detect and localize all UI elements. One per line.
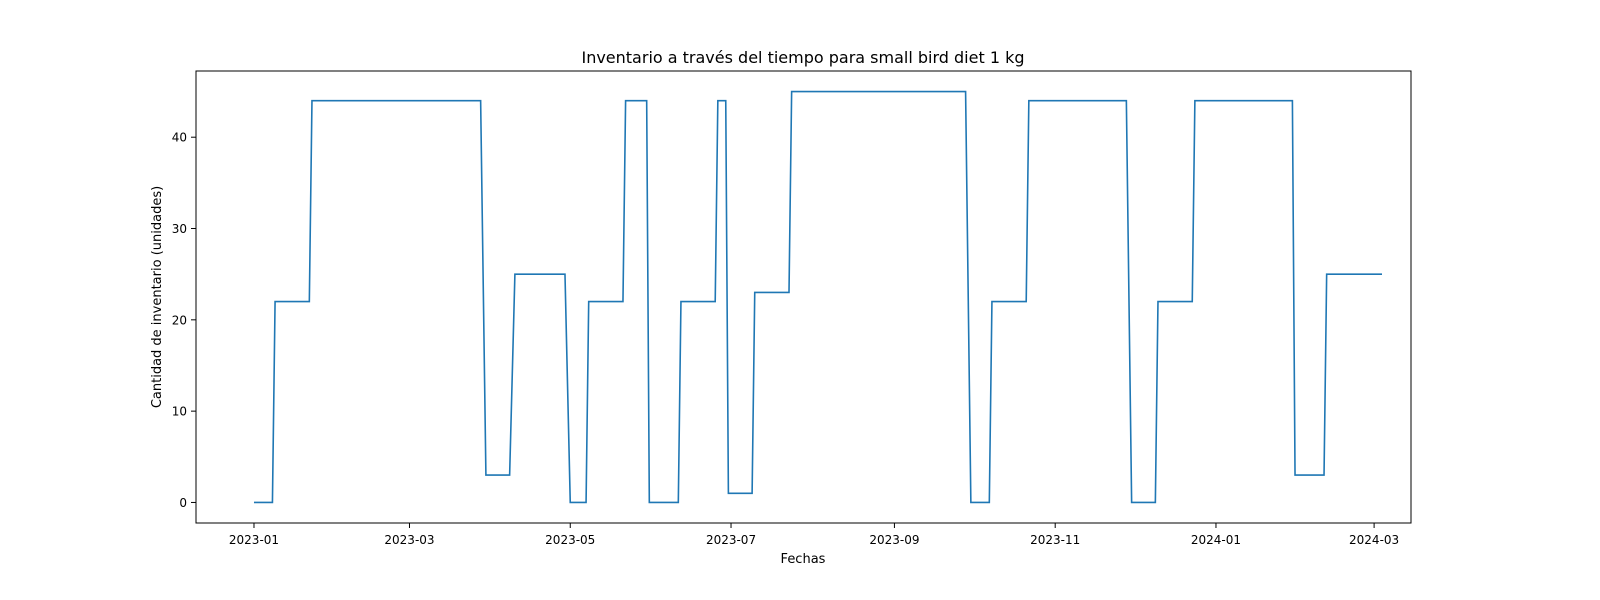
plot-area: [253, 90, 1383, 504]
x-tick-label: 2023-09: [869, 533, 919, 547]
x-tick-label: 2023-11: [1030, 533, 1080, 547]
chart-title: Inventario a través del tiempo para smal…: [581, 48, 1024, 67]
y-axis: 0 10 20 30 40: [172, 131, 196, 510]
x-tick-label: 2023-07: [706, 533, 756, 547]
x-tick-label: 2023-05: [545, 533, 595, 547]
y-tick-label: 30: [172, 222, 187, 236]
x-tick-label: 2024-03: [1349, 533, 1399, 547]
x-tick-label: 2023-01: [229, 533, 279, 547]
x-axis: 2023-01 2023-03 2023-05 2023-07 2023-09 2023-…: [229, 523, 1399, 547]
series-line-0: [253, 90, 1383, 504]
y-tick-label: 40: [172, 131, 187, 145]
y-tick-label: 10: [172, 405, 187, 419]
plot-frame: [195, 70, 1412, 524]
y-axis-label: Cantidad de inventario (unidades): [150, 186, 165, 408]
x-tick-label: 2024-01: [1191, 533, 1241, 547]
x-tick-label: 2023-03: [384, 533, 434, 547]
x-axis-label: Fechas: [781, 552, 826, 567]
y-tick-label: 0: [179, 496, 187, 510]
y-tick-label: 20: [172, 313, 187, 327]
